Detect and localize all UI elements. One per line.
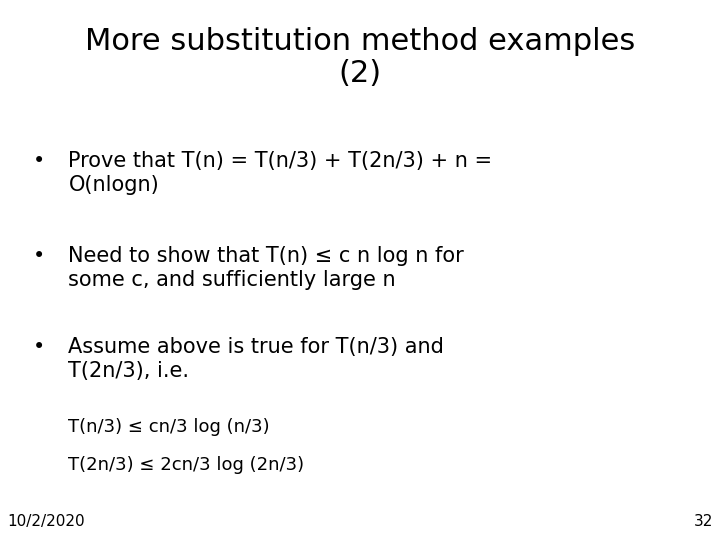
Text: T(2n/3) ≤ 2cn/3 log (2n/3): T(2n/3) ≤ 2cn/3 log (2n/3) bbox=[68, 456, 305, 474]
Text: More substitution method examples
(2): More substitution method examples (2) bbox=[85, 27, 635, 89]
Text: Assume above is true for T(n/3) and
T(2n/3), i.e.: Assume above is true for T(n/3) and T(2n… bbox=[68, 338, 444, 381]
Text: •: • bbox=[32, 246, 45, 266]
Text: 32: 32 bbox=[693, 514, 713, 529]
Text: 10/2/2020: 10/2/2020 bbox=[7, 514, 85, 529]
Text: •: • bbox=[32, 151, 45, 171]
Text: Prove that T(n) = T(n/3) + T(2n/3) + n =
O(nlogn): Prove that T(n) = T(n/3) + T(2n/3) + n =… bbox=[68, 151, 492, 195]
Text: T(n/3) ≤ cn/3 log (n/3): T(n/3) ≤ cn/3 log (n/3) bbox=[68, 418, 270, 436]
Text: Need to show that T(n) ≤ c n log n for
some c, and sufficiently large n: Need to show that T(n) ≤ c n log n for s… bbox=[68, 246, 464, 289]
Text: •: • bbox=[32, 338, 45, 357]
